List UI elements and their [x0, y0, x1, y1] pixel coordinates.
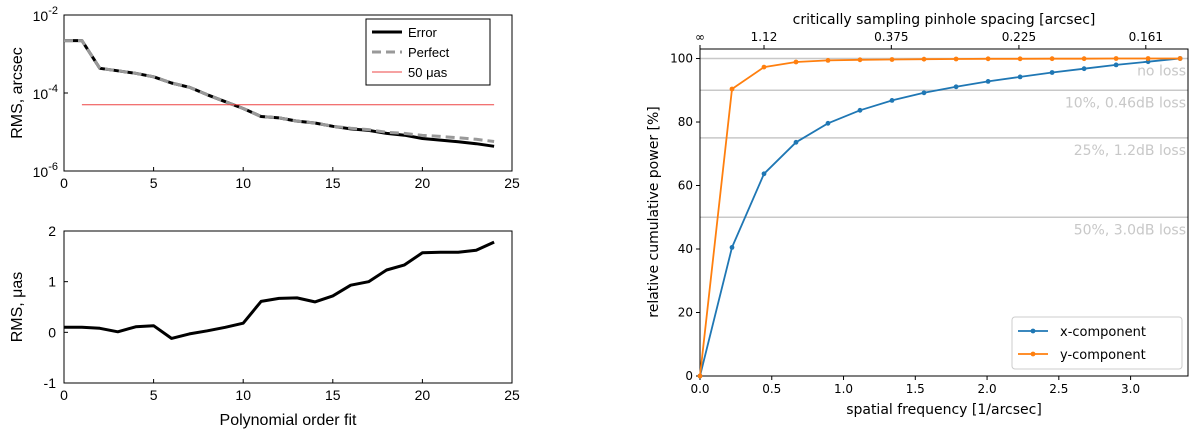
- legend-label-y-component: y-component: [1060, 348, 1146, 363]
- top-tick-label: 0.375: [874, 30, 908, 44]
- reference-label: no loss: [1137, 64, 1186, 80]
- x-tick-label: 1.0: [834, 382, 853, 396]
- x-component-point: [921, 90, 927, 96]
- y-component-point: [921, 56, 927, 62]
- x-tick-label: 20: [415, 387, 431, 403]
- x-component-point: [1017, 74, 1023, 80]
- x-tick-label: 0: [60, 387, 68, 403]
- x-axis-label: Polynomial order fit: [220, 412, 358, 429]
- legend-label-threshold: 50 μas: [408, 65, 448, 80]
- top-tick-label: 0.225: [1002, 30, 1036, 44]
- x-tick-label: 25: [504, 387, 520, 403]
- top-tick-label: ∞: [695, 30, 705, 44]
- y-component-point: [761, 64, 767, 70]
- legend-box: [1011, 316, 1183, 370]
- y-tick-label: 1: [48, 274, 56, 290]
- legend-label-perfect: Perfect: [408, 45, 450, 60]
- x-tick-label: 15: [325, 387, 341, 403]
- top-tick-label: 0.161: [1129, 30, 1163, 44]
- x-tick-label: 5: [150, 387, 158, 403]
- y-component-point: [1113, 56, 1119, 61]
- x-component-point: [985, 79, 991, 84]
- legend-marker-y-component: [1030, 351, 1036, 357]
- y-axis-label: RMS, μas: [9, 272, 26, 343]
- y-tick-label: 60: [678, 179, 693, 193]
- x-component-point: [1081, 66, 1087, 72]
- y-component-line: [699, 57, 1181, 377]
- y-tick-label: 20: [678, 306, 693, 320]
- x-component-point: [729, 245, 735, 250]
- rms-line: [64, 240, 495, 340]
- top-tick-label: 1.12: [751, 30, 778, 44]
- reference-label: 25%, 1.2dB loss: [1074, 143, 1186, 159]
- plot-frame: [699, 48, 1189, 377]
- y-tick-label: -1: [44, 375, 57, 391]
- y-axis-label: relative cumulative power [%]: [646, 106, 662, 317]
- y-component-point: [985, 56, 991, 62]
- y-component-point: [1017, 56, 1023, 62]
- y-component-point: [825, 58, 831, 63]
- y-component-point: [1081, 56, 1087, 62]
- x-tick-label: 20: [415, 175, 431, 191]
- x-component-point: [953, 84, 959, 90]
- legend-marker-x-component: [1030, 328, 1036, 334]
- x-component-line: [699, 57, 1181, 377]
- y-component-point: [697, 373, 703, 379]
- y-tick-label: 100: [670, 52, 693, 66]
- reference-label: 10%, 0.46dB loss: [1065, 95, 1186, 111]
- legend: Error Perfect 50 μas: [365, 18, 491, 86]
- y-tick-label: 0: [48, 324, 56, 340]
- x-component-point: [825, 120, 831, 126]
- y-tick-label: 2: [48, 223, 56, 239]
- top-axis-label: critically sampling pinhole spacing [arc…: [793, 12, 1096, 28]
- x-component-point: [1113, 62, 1119, 68]
- y-component-point: [729, 86, 735, 92]
- x-component-point: [889, 98, 895, 103]
- x-tick-label: 10: [235, 387, 251, 403]
- x-tick-label: 3.0: [1121, 382, 1140, 396]
- x-tick-label: 5: [150, 175, 158, 191]
- x-component-point: [1049, 70, 1055, 75]
- x-tick-label: 2.5: [1049, 382, 1068, 396]
- y-tick-label: 10-6: [33, 161, 58, 180]
- x-tick-label: 10: [235, 175, 251, 191]
- perfect-line: [64, 39, 495, 143]
- y-component-point: [857, 57, 863, 63]
- x-component-point: [761, 171, 767, 177]
- y-component-point: [1049, 56, 1055, 62]
- legend-label-error: Error: [408, 25, 438, 40]
- reference-label: 50%, 3.0dB loss: [1074, 222, 1186, 238]
- y-component-point: [953, 56, 959, 62]
- x-tick-label: 0.5: [762, 382, 781, 396]
- y-component-point: [793, 59, 799, 65]
- y-tick-label: 10-2: [33, 5, 58, 24]
- legend-label-x-component: x-component: [1060, 325, 1146, 340]
- y-component-point: [1177, 56, 1183, 61]
- x-axis-label: spatial frequency [1/arcsec]: [846, 402, 1042, 418]
- y-tick-label: 80: [678, 115, 693, 129]
- legend: x-component y-component: [1011, 316, 1183, 370]
- cumulative-power-chart: no loss 10%, 0.46dB loss 25%, 1.2dB loss 50…: [646, 12, 1189, 418]
- x-tick-label: 2.0: [978, 382, 997, 396]
- x-tick-label: 0.0: [690, 382, 709, 396]
- x-component-point: [793, 139, 799, 145]
- x-tick-label: 15: [325, 175, 341, 191]
- rms-log-chart: 0 5 10 15 20 25 10-6 10-4 10-2 RMS, arcsec Erro…: [9, 5, 520, 191]
- x-component-point: [857, 107, 863, 113]
- y-component-point: [889, 57, 895, 62]
- x-tick-label: 0: [60, 175, 68, 191]
- y-tick-label: 0: [685, 369, 693, 383]
- x-tick-label: 25: [504, 175, 520, 191]
- y-tick-label: 40: [678, 242, 693, 256]
- plot-frame: [63, 230, 513, 384]
- y-component-point: [1145, 56, 1151, 61]
- y-tick-label: 10-4: [33, 83, 58, 102]
- y-axis-label: RMS, arcsec: [9, 47, 26, 139]
- x-tick-label: 1.5: [906, 382, 925, 396]
